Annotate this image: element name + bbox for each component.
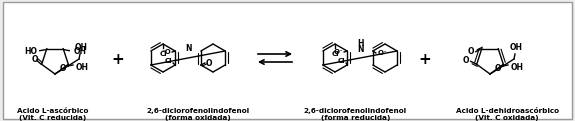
FancyBboxPatch shape xyxy=(3,2,572,119)
Text: OH: OH xyxy=(511,63,524,72)
Text: Cl: Cl xyxy=(164,58,172,64)
Text: O⁻: O⁻ xyxy=(334,49,343,55)
Text: H: H xyxy=(356,39,363,48)
Text: HO: HO xyxy=(24,47,37,56)
Text: Cl: Cl xyxy=(331,51,339,57)
Text: 2,6-diclorofenolindofenol
(forma oxidada): 2,6-diclorofenolindofenol (forma oxidada… xyxy=(147,108,250,121)
Text: O: O xyxy=(32,55,38,64)
Text: OH: OH xyxy=(73,47,86,56)
Text: O: O xyxy=(494,64,501,73)
Text: OH: OH xyxy=(75,43,87,52)
Text: O: O xyxy=(206,58,212,68)
Text: OH: OH xyxy=(509,43,523,52)
Text: N: N xyxy=(185,44,191,53)
Text: OH: OH xyxy=(76,63,89,72)
Text: 2,6-diclorofenolindofenol
(forma reducida): 2,6-diclorofenolindofenol (forma reducid… xyxy=(304,108,407,121)
Text: ⁻O: ⁻O xyxy=(162,49,171,55)
Text: Acido L-dehidroascórbico
(Vit. C oxidada): Acido L-dehidroascórbico (Vit. C oxidada… xyxy=(455,108,559,121)
Text: O: O xyxy=(462,56,469,65)
Text: Cl: Cl xyxy=(338,58,345,64)
Text: O⁻: O⁻ xyxy=(378,50,388,56)
Text: +: + xyxy=(112,53,124,68)
Text: O: O xyxy=(467,47,474,56)
Text: O: O xyxy=(59,64,66,73)
Text: N: N xyxy=(356,45,363,54)
Text: Acido L-ascórbico
(Vit. C reducida): Acido L-ascórbico (Vit. C reducida) xyxy=(17,108,89,121)
Text: Cl: Cl xyxy=(159,51,167,57)
Text: +: + xyxy=(419,53,431,68)
